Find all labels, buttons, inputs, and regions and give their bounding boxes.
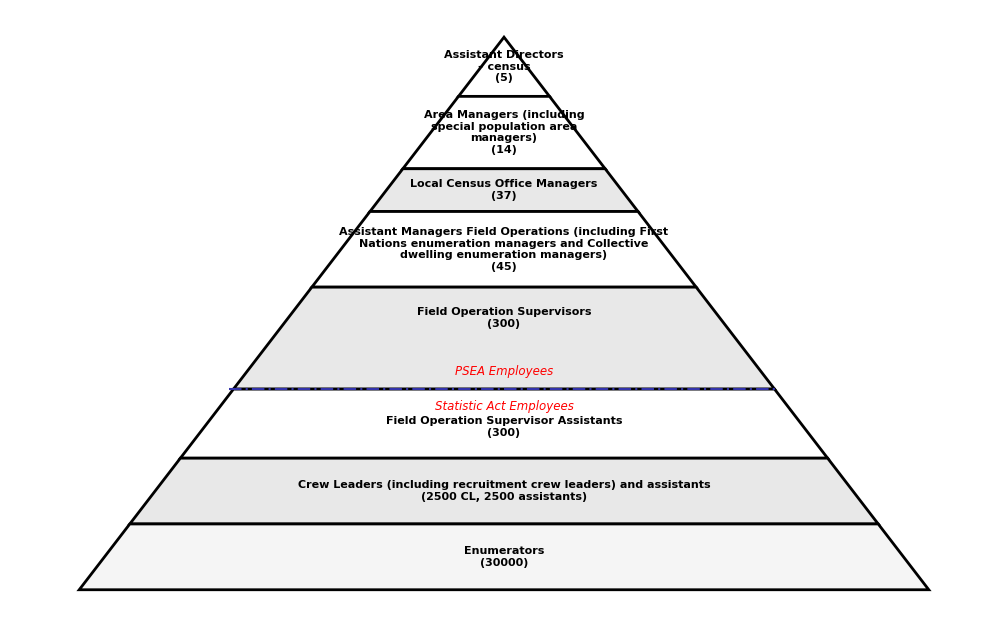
Polygon shape bbox=[311, 212, 697, 287]
Text: Assistant Directors
– census
(5): Assistant Directors – census (5) bbox=[445, 50, 563, 83]
Polygon shape bbox=[403, 96, 605, 169]
Polygon shape bbox=[234, 287, 774, 389]
Polygon shape bbox=[370, 169, 638, 212]
Polygon shape bbox=[130, 458, 878, 524]
Polygon shape bbox=[80, 524, 928, 590]
Polygon shape bbox=[180, 389, 828, 458]
Polygon shape bbox=[459, 37, 549, 96]
Text: PSEA Employees: PSEA Employees bbox=[455, 365, 553, 379]
Text: Area Managers (including
special population area
managers)
(14): Area Managers (including special populat… bbox=[423, 110, 585, 155]
Text: Field Operation Supervisors
(300): Field Operation Supervisors (300) bbox=[416, 307, 592, 328]
Text: Local Census Office Managers
(37): Local Census Office Managers (37) bbox=[410, 180, 598, 201]
Text: Field Operation Supervisor Assistants
(300): Field Operation Supervisor Assistants (3… bbox=[386, 416, 622, 438]
Text: Crew Leaders (including recruitment crew leaders) and assistants
(2500 CL, 2500 : Crew Leaders (including recruitment crew… bbox=[297, 480, 711, 502]
Text: Enumerators
(30000): Enumerators (30000) bbox=[464, 546, 544, 568]
Text: Statistic Act Employees: Statistic Act Employees bbox=[434, 400, 574, 413]
Text: Assistant Managers Field Operations (including First
Nations enumeration manager: Assistant Managers Field Operations (inc… bbox=[340, 227, 668, 272]
